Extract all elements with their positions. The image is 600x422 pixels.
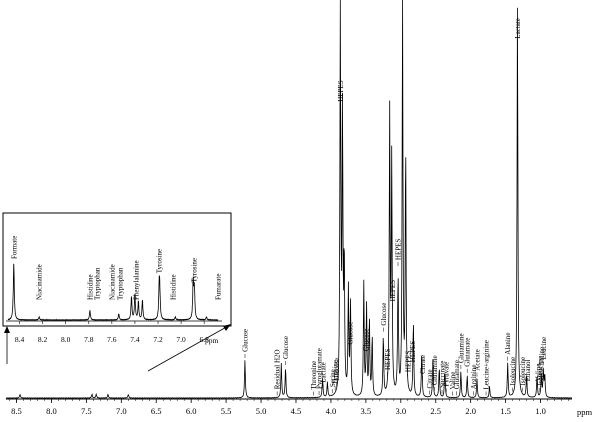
x-tick-label: 5.0 — [256, 406, 267, 416]
inset-peak-label: Niacinamide — [36, 264, 44, 300]
x-tick-label: 2.0 — [465, 406, 476, 416]
inset-x-tick-label: 7.2 — [153, 335, 163, 344]
x-tick-label: 6.0 — [186, 406, 197, 416]
peak-label: Isoleucine — [509, 357, 517, 386]
peak-label: Tyrosine — [332, 360, 340, 384]
peak-label: Citrate — [419, 355, 427, 374]
peak-label: HEPES — [337, 80, 345, 102]
inset-peak-label: Phenylalanine — [133, 260, 141, 300]
zoom-indicator — [4, 324, 231, 372]
inset-peak-label: Histidine — [86, 274, 94, 300]
inset-peak-label: Tyrosine — [190, 258, 198, 282]
x-axis-ticks: 8.5 8.0 7.5 7.0 6.5 6.0 5.5 5.0 4.5 4.0 3.5 3.0 2.5 2… — [9, 399, 569, 416]
inset-peak-label: Histidine — [170, 274, 178, 300]
inset-peak-label: Formate — [10, 236, 18, 259]
peak-label: Glutamine — [457, 333, 465, 363]
inset-peak-label: Tryptophan — [93, 267, 101, 300]
inset-x-axis-unit-label: ppm — [205, 336, 219, 345]
peak-label: Citrate — [426, 369, 434, 388]
peak-label: Leucine+arginine — [483, 340, 491, 389]
peak-label: Isoleucine — [536, 357, 544, 386]
x-tick-label: 1.5 — [500, 406, 511, 416]
peak-label: Glucose — [346, 322, 354, 345]
peak-label: Glutamine — [431, 355, 439, 385]
peak-label: Isoleucine — [519, 357, 527, 386]
peak-label: Arginine — [470, 365, 478, 390]
zoom-arrow-diagonal — [147, 324, 231, 372]
peak-label: HEPES — [389, 280, 397, 302]
peak-label: Valine — [534, 364, 542, 382]
peak-label: Glucose — [380, 303, 388, 326]
inset-x-tick-label: 8.0 — [61, 335, 71, 344]
main-plot: 8.5 8.0 7.5 7.0 6.5 6.0 5.5 5.0 4.5 4.0 3.5 3.0 2.5 2… — [5, 0, 593, 417]
peak-label: Threonine — [310, 361, 318, 390]
inset-x-tick-label: 7.0 — [176, 335, 186, 344]
x-tick-label: 3.0 — [395, 406, 406, 416]
inset-peak-label: Fumarate — [215, 274, 223, 300]
inset-x-tick-label: 8.2 — [38, 335, 48, 344]
peak-label: Valine — [449, 372, 457, 390]
peak-label: Succinate — [439, 361, 447, 388]
spectrum-trace — [5, 0, 573, 399]
peak-label: Lactate — [514, 18, 522, 39]
peak-label: HEPES — [384, 349, 392, 371]
inset-peak-label: Niacinamide — [108, 264, 116, 300]
x-tick-label: 8.0 — [46, 406, 57, 416]
peak-label: Ethanol — [524, 359, 532, 381]
x-tick-label: 7.0 — [116, 406, 127, 416]
peak-label: Glutamate — [453, 360, 461, 389]
inset-plot: 8.48.28.07.87.67.47.27.06.8 ppm FormateN… — [2, 212, 232, 345]
inset-spectrum-trace — [7, 263, 219, 322]
peak-label: Glucose — [242, 329, 250, 352]
inset-x-tick-label: 7.4 — [130, 335, 140, 344]
peak-label: HEPES — [409, 341, 417, 363]
peak-label: Lactate — [320, 362, 328, 383]
inset-peak-label: Tyrosine — [156, 249, 164, 273]
peak-label: Serine — [329, 369, 337, 387]
inset-frame — [2, 212, 232, 327]
x-axis-unit-label: ppm — [577, 407, 593, 417]
peak-label: Residual H2O — [274, 349, 282, 389]
zoom-arrowhead-left — [4, 326, 10, 333]
peak-label: Glutamate — [464, 338, 472, 367]
inset-x-tick-label: 8.4 — [15, 335, 25, 344]
peak-label: Acetate — [474, 349, 482, 370]
peak-label: Glucose — [282, 336, 290, 359]
peak-label: Leucine — [540, 337, 548, 360]
x-tick-label: 8.5 — [11, 406, 22, 416]
peak-label: Glucose — [362, 328, 370, 351]
peak-label: Alanine — [504, 333, 512, 355]
peak-label: Glucose — [333, 358, 341, 381]
x-tick-label: 6.5 — [151, 406, 162, 416]
peak-label: HEPES — [404, 351, 412, 373]
x-tick-label: 7.5 — [81, 406, 92, 416]
x-tick-label: 5.5 — [221, 406, 232, 416]
peak-label: Valine — [538, 347, 546, 365]
x-tick-label: 4.5 — [291, 406, 302, 416]
peak-label: HEPES — [395, 239, 403, 261]
x-tick-label: 1.0 — [535, 406, 546, 416]
zoom-arrowhead-diagonal — [223, 324, 231, 331]
x-tick-label: 2.5 — [430, 406, 441, 416]
x-tick-label: 4.0 — [326, 406, 337, 416]
peak-label: Pyroglutamate — [316, 348, 324, 389]
peak-label: Pyruvate — [443, 362, 451, 387]
inset-x-tick-label: 7.6 — [107, 335, 117, 344]
x-tick-label: 3.5 — [361, 406, 372, 416]
inset-peak-label: Tryptophan — [116, 267, 124, 300]
inset-x-tick-label: 7.8 — [84, 335, 94, 344]
